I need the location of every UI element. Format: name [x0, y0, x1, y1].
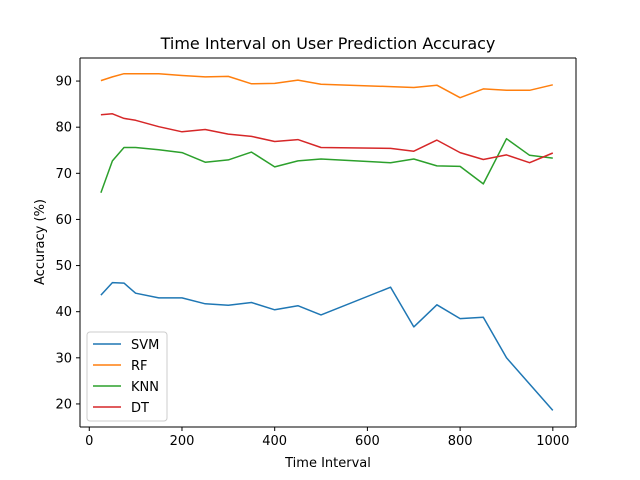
x-tick-label: 1000	[536, 434, 569, 449]
legend-box	[86, 331, 168, 422]
series-layer	[100, 72, 554, 411]
y-tick-label: 80	[55, 121, 72, 136]
y-tick-label: 40	[55, 305, 72, 320]
series-line-rf	[100, 72, 553, 99]
y-tick-label: 90	[55, 75, 72, 90]
y-tick-label: 60	[55, 213, 72, 228]
legend: SVM RF KNN DT	[86, 331, 168, 422]
y-tick-label: 70	[55, 167, 72, 182]
legend-label-knn: KNN	[131, 380, 159, 395]
x-tick-label: 400	[262, 434, 287, 449]
chart-title: Time Interval on User Prediction Accurac…	[160, 34, 496, 53]
legend-label-dt: DT	[131, 401, 149, 416]
y-tick-label: 30	[55, 351, 72, 366]
y-tick-label: 50	[55, 259, 72, 274]
x-tick-label: 600	[355, 434, 380, 449]
y-axis-label: Accuracy (%)	[33, 199, 48, 285]
axes-layer	[79, 57, 577, 428]
legend-label-svm: SVM	[131, 338, 159, 353]
y-tick-label: 20	[55, 397, 72, 412]
series-line-dt	[100, 113, 554, 164]
x-tick-label: 200	[170, 434, 195, 449]
legend-label-rf: RF	[131, 359, 148, 374]
x-tick-label: 0	[85, 434, 93, 449]
x-tick-label: 800	[448, 434, 473, 449]
series-line-svm	[100, 281, 554, 411]
x-axis-label: Time Interval	[284, 456, 371, 471]
series-line-knn	[100, 137, 553, 193]
ticks-layer: 0 200 400 600 800 1000 20 30 40 50 60 70 80 90	[55, 75, 569, 449]
